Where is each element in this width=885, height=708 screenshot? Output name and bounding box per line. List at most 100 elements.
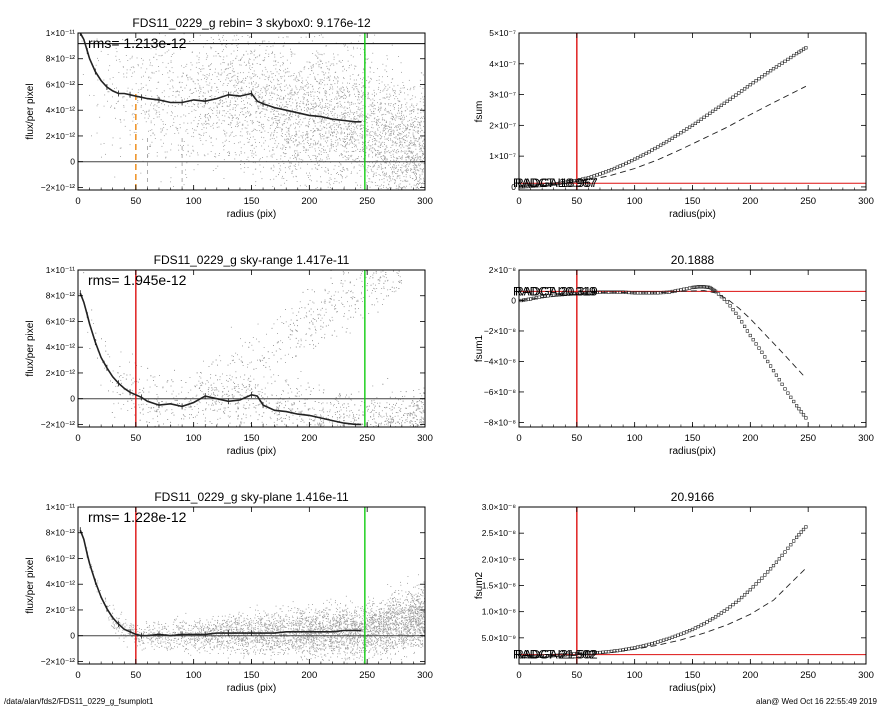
p1-scatter-point	[250, 114, 252, 116]
p1-scatter-point	[408, 151, 410, 153]
p2-marker	[589, 175, 593, 179]
p1-scatter-point	[136, 7, 137, 8]
p1-scatter-point	[340, 88, 342, 90]
p1-scatter-point	[303, 146, 305, 148]
p2-marker	[621, 163, 625, 167]
p1-scatter-point	[406, 140, 408, 142]
p1-scatter-point	[250, 31, 251, 32]
p1-scatter-point	[372, 156, 373, 158]
p1-scatter-point	[337, 77, 339, 79]
p1-scatter-point	[378, 152, 380, 153]
p1-scatter-point	[133, 116, 135, 118]
p1-scatter-point	[373, 148, 375, 150]
p1-scatter-point	[369, 80, 371, 82]
p1-scatter-point	[347, 142, 348, 144]
p1-scatter-point	[379, 217, 380, 218]
p1-scatter-point	[369, 132, 370, 134]
p1-scatter-point	[283, 123, 285, 124]
p1-scatter-point	[281, 128, 282, 130]
p1-scatter-point	[148, 109, 150, 111]
p1-scatter-point	[327, 186, 329, 188]
p1-scatter-point	[257, 106, 259, 108]
p1-scatter-point	[390, 117, 392, 119]
p1-scatter-point	[156, 155, 158, 157]
p1-scatter-point	[309, 112, 311, 114]
p1-scatter-point	[316, 105, 318, 106]
p1-scatter-point	[97, 79, 99, 81]
p1-scatter-point	[334, 165, 336, 167]
p1-scatter-point	[253, 73, 255, 75]
p1-scatter-point	[296, 145, 298, 147]
p1-scatter-point	[261, 127, 263, 129]
p1-scatter-point	[408, 191, 409, 192]
p1-scatter-point	[162, 74, 163, 75]
p1-scatter-point	[158, 107, 160, 108]
p1-scatter-point	[335, 129, 337, 131]
p1-scatter-point	[420, 164, 421, 166]
p1-scatter-point	[366, 59, 368, 60]
p1-scatter-point	[419, 156, 420, 158]
p1-scatter-point	[304, 66, 306, 68]
p1-scatter-point	[380, 164, 382, 166]
p1-scatter-point	[356, 128, 358, 130]
p1-scatter-point	[247, 53, 249, 55]
p1-scatter-point	[258, 121, 260, 123]
p1-scatter-point	[377, 26, 378, 27]
p1-scatter-point	[352, 122, 354, 123]
p1-scatter-point	[347, 108, 349, 109]
p1-scatter-point	[277, 127, 279, 128]
p1-scatter-point	[406, 164, 408, 166]
p3-scatter-point	[406, 428, 407, 429]
p1-scatter-point	[418, 180, 420, 182]
p1-scatter-point	[199, 34, 201, 36]
p1-scatter-point	[400, 191, 401, 192]
p1-scatter-point	[240, 72, 241, 74]
p1-scatter-point	[412, 129, 414, 131]
p1-scatter-point	[198, 79, 199, 81]
p1-scatter-point	[321, 159, 323, 161]
p1-scatter-point	[263, 137, 265, 139]
p1-scatter-point	[356, 47, 358, 49]
p1-scatter-point	[383, 130, 385, 132]
p1-scatter-point	[213, 107, 215, 109]
p1-scatter-point	[274, 108, 276, 110]
p1-scatter-point	[355, 144, 357, 146]
p1-scatter-point	[302, 96, 304, 98]
p1-scatter-point	[401, 156, 403, 158]
p1-scatter-point	[205, 117, 207, 119]
p1-scatter-point	[276, 145, 278, 147]
p1-scatter-point	[393, 131, 395, 133]
p1-scatter-point	[320, 83, 322, 85]
p1-scatter-point	[283, 152, 285, 154]
p1-scatter-point	[267, 106, 268, 107]
p1-scatter-point	[422, 101, 424, 103]
p1-scatter-point	[325, 132, 327, 134]
p1-scatter-point	[112, 83, 113, 85]
p1-scatter-point	[294, 144, 295, 146]
p1-scatter-point	[276, 104, 278, 105]
p1-scatter-point	[362, 93, 364, 95]
p1-scatter-point	[380, 151, 382, 153]
p1-scatter-point	[392, 123, 394, 125]
p3-scatter-point	[382, 436, 383, 437]
p1-scatter-point	[270, 168, 272, 170]
p1-scatter-point	[353, 83, 355, 85]
p1-scatter-point	[327, 68, 329, 70]
p1-scatter-point	[419, 176, 420, 178]
p1-scatter-point	[376, 122, 378, 124]
p1-scatter-point	[382, 117, 383, 119]
p1-scatter-point	[377, 135, 379, 137]
p1-scatter-point	[206, 40, 208, 41]
p1-scatter-point	[399, 107, 401, 109]
p1-scatter-point	[400, 143, 402, 145]
p1-scatter-point	[374, 95, 375, 97]
p1-scatter-point	[160, 55, 162, 57]
p1-scatter-point	[382, 171, 384, 173]
p1-scatter-point	[318, 164, 319, 166]
p1-scatter-point	[319, 164, 320, 166]
p1-scatter-point	[271, 103, 273, 105]
p1-scatter-point	[413, 172, 414, 174]
p1-scatter-point	[418, 127, 419, 129]
p1-scatter-point	[241, 86, 243, 88]
p1-scatter-point	[338, 95, 340, 97]
